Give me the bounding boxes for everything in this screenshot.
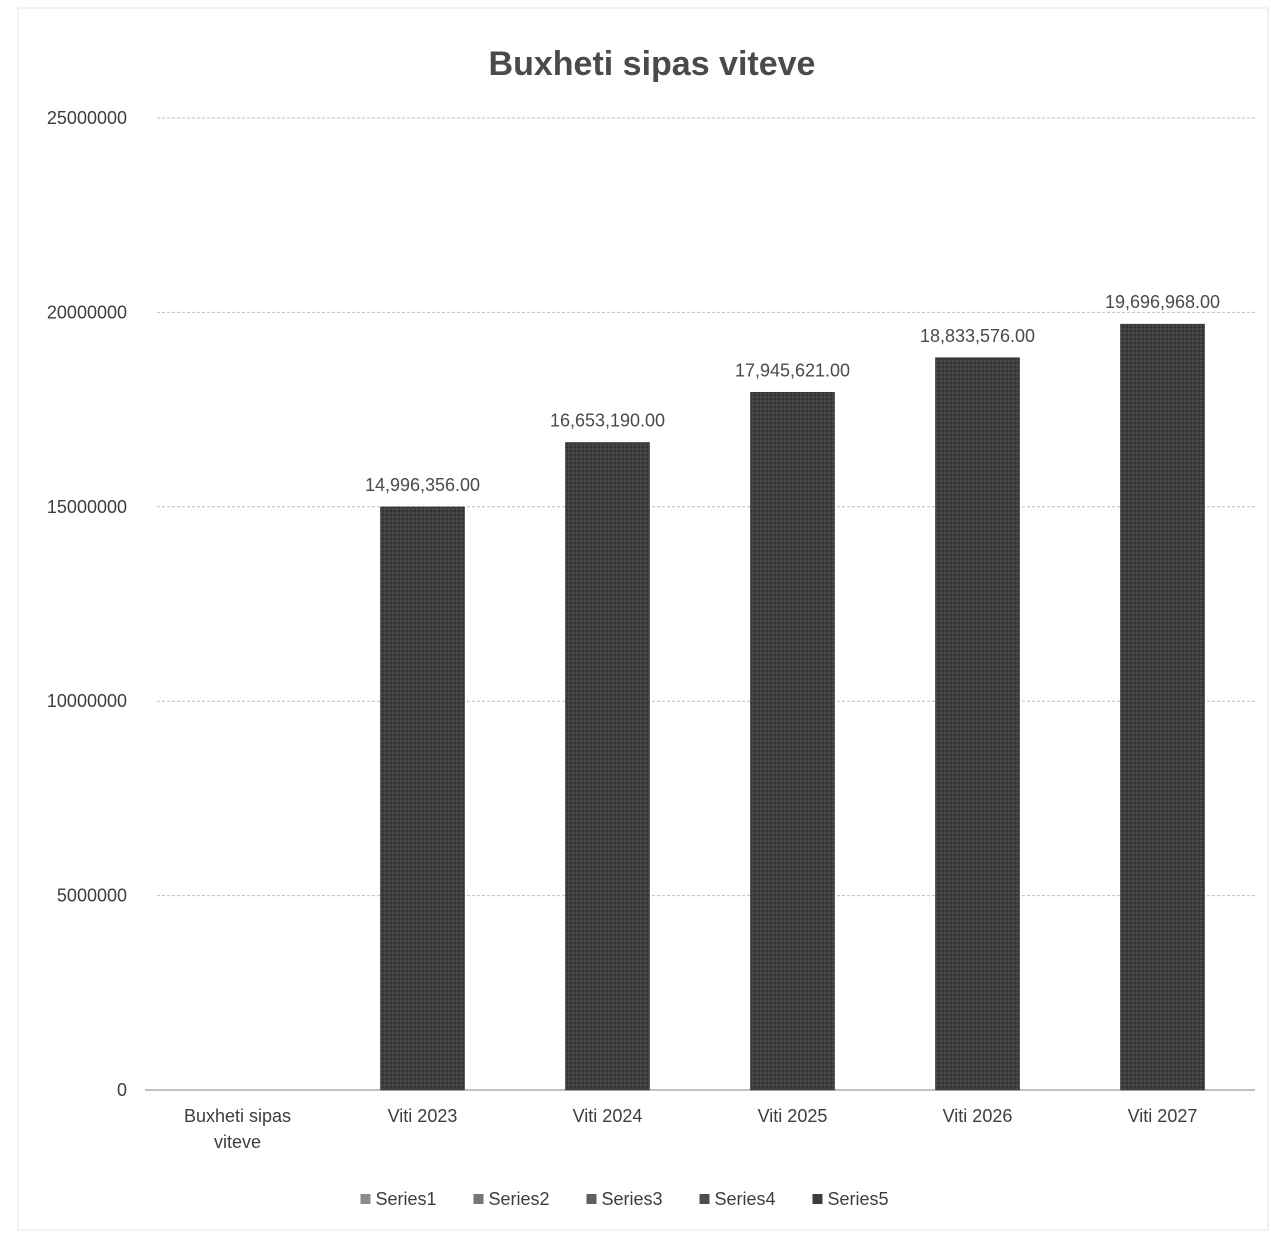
legend-swatch: [473, 1194, 484, 1204]
data-label: 14,996,356.00: [365, 475, 480, 495]
bar: [1120, 323, 1205, 1091]
data-label: 17,945,621.00: [735, 360, 850, 380]
data-labels: 14,996,356.00 16,653,190.00 17,945,621.00 1…: [365, 292, 1220, 495]
x-category-label: viteve: [214, 1132, 261, 1152]
legend-item-label: Series2: [489, 1189, 550, 1209]
x-category-label: Viti 2026: [943, 1106, 1013, 1126]
legend-item-label: Series4: [715, 1189, 776, 1209]
legend-item-label: Series1: [376, 1189, 437, 1209]
chart-title: Buxheti sipas viteve: [489, 45, 816, 83]
y-axis-tick-labels: 0 5000000 10000000 15000000 20000000 25000000: [47, 108, 127, 1100]
x-axis-category-labels: Buxheti sipas viteve Viti 2023 Viti 2024 Vit…: [184, 1106, 1197, 1152]
bars: [380, 323, 1205, 1091]
legend-swatch: [586, 1194, 597, 1204]
legend-swatch: [812, 1194, 823, 1204]
x-category-label: Viti 2023: [388, 1106, 458, 1126]
data-label: 16,653,190.00: [550, 411, 665, 431]
x-category-label: Viti 2024: [573, 1106, 643, 1126]
y-tick-label: 20000000: [47, 302, 127, 322]
y-tick-label: 25000000: [47, 108, 127, 128]
bar: [565, 442, 650, 1091]
bar: [935, 357, 1020, 1091]
x-category-label: Buxheti sipas: [184, 1106, 291, 1126]
legend-item-label: Series3: [602, 1189, 663, 1209]
data-label: 18,833,576.00: [920, 326, 1035, 346]
y-tick-label: 0: [117, 1080, 127, 1100]
data-label: 19,696,968.00: [1105, 292, 1220, 312]
bar: [380, 506, 465, 1091]
bar: [750, 391, 835, 1091]
legend: Series1 Series2 Series3 Series4 Series5: [360, 1189, 889, 1209]
y-tick-label: 10000000: [47, 691, 127, 711]
y-tick-label: 5000000: [57, 886, 127, 906]
legend-item-label: Series5: [828, 1189, 889, 1209]
gridlines: [145, 117, 1255, 1091]
x-category-label: Viti 2025: [758, 1106, 828, 1126]
legend-swatch: [360, 1194, 371, 1204]
y-tick-label: 15000000: [47, 497, 127, 517]
legend-swatch: [699, 1194, 710, 1204]
x-category-label: Viti 2027: [1128, 1106, 1198, 1126]
